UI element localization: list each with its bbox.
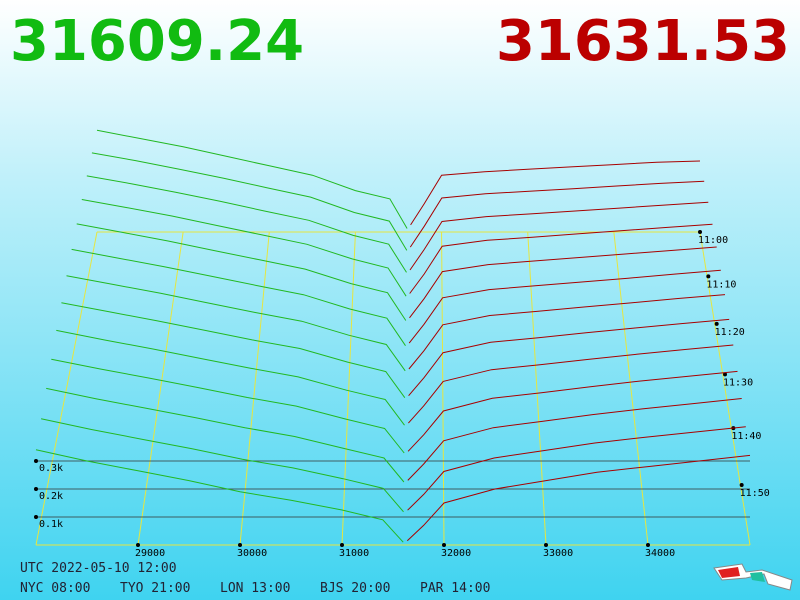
- bid-depth-line: [81, 199, 407, 297]
- price-grid-line: [613, 231, 649, 546]
- bid-depth-line: [40, 418, 404, 513]
- ask-depth-line: [408, 318, 730, 397]
- bid-depth-line: [56, 329, 405, 426]
- bid-depth-line: [76, 223, 407, 321]
- ask-depth-line: [409, 223, 713, 294]
- bid-depth-line: [46, 387, 405, 483]
- bid-depth-line: [96, 129, 408, 229]
- ask-depth-line: [407, 370, 738, 452]
- ask-depth-line: [406, 454, 751, 542]
- ask-depth-line: [409, 246, 717, 319]
- depth-tick: [34, 515, 38, 519]
- ask-depth-line: [409, 180, 705, 248]
- price-tick: [238, 543, 242, 547]
- utc-time: UTC 2022-05-10 12:00: [20, 561, 177, 576]
- timezone: PAR 14:00: [420, 581, 490, 596]
- time-tick: [723, 372, 727, 377]
- bid-depth-line: [66, 275, 406, 372]
- ask-depth-line: [408, 294, 726, 370]
- price-tick: [646, 543, 650, 547]
- time-tick: [739, 483, 744, 488]
- glasses-lens-right[interactable]: [750, 572, 765, 582]
- time-tick-label: 11:50: [740, 488, 770, 499]
- bid-depth-line: [71, 248, 406, 346]
- bid-depth-line: [35, 449, 404, 543]
- time-tick-label: 11:20: [715, 327, 745, 338]
- price-tick-label: 34000: [645, 548, 675, 559]
- timezone: LON 13:00: [220, 581, 290, 596]
- price-grid-line: [441, 231, 445, 546]
- time-tick-label: 11:00: [698, 235, 728, 246]
- price-grid-line: [239, 231, 270, 546]
- time-tick: [714, 321, 719, 326]
- price-tick-label: 29000: [135, 548, 165, 559]
- ask-depth-line: [407, 398, 742, 481]
- price-tick-label: 33000: [543, 548, 573, 559]
- price-grid-line: [137, 231, 184, 546]
- depth-tick-label: 0.2k: [39, 491, 63, 502]
- depth-tick: [34, 459, 38, 463]
- bid-depth-line: [51, 358, 405, 454]
- time-tick-label: 11:10: [706, 279, 736, 290]
- time-tick: [706, 274, 711, 279]
- ask-price: 31631.53: [496, 9, 790, 74]
- bid-depth-line: [61, 302, 406, 398]
- time-tick-label: 11:40: [731, 431, 761, 442]
- floor-right-edge: [699, 231, 751, 546]
- floor-left-edge: [35, 231, 98, 546]
- ask-depth-line: [407, 426, 746, 511]
- price-tick-label: 32000: [441, 548, 471, 559]
- price-grid-line: [341, 231, 356, 546]
- price-tick: [544, 543, 548, 547]
- ask-depth-line: [408, 344, 734, 424]
- glasses-lens-left[interactable]: [718, 567, 740, 578]
- depth-tick-label: 0.1k: [39, 519, 63, 530]
- timezone: TYO 21:00: [120, 581, 190, 596]
- price-grid-line: [527, 231, 547, 546]
- ask-depth-line: [409, 201, 709, 271]
- ask-depth-line: [408, 269, 721, 344]
- bid-price: 31609.24: [10, 9, 304, 74]
- price-tick: [136, 543, 140, 547]
- depth-tick-label: 0.3k: [39, 463, 63, 474]
- time-tick-label: 11:30: [723, 377, 753, 388]
- 3d-glasses-button[interactable]: [713, 563, 793, 591]
- bid-depth-line: [91, 152, 408, 251]
- price-tick: [340, 543, 344, 547]
- time-tick: [698, 230, 702, 234]
- price-tick-label: 31000: [339, 548, 369, 559]
- price-tick-label: 30000: [237, 548, 267, 559]
- timezone: NYC 08:00: [20, 581, 90, 596]
- bid-depth-line: [86, 175, 407, 273]
- depth-tick: [34, 487, 38, 491]
- ask-depth-line: [410, 160, 701, 226]
- price-tick: [442, 543, 446, 547]
- timezone: BJS 20:00: [320, 581, 390, 596]
